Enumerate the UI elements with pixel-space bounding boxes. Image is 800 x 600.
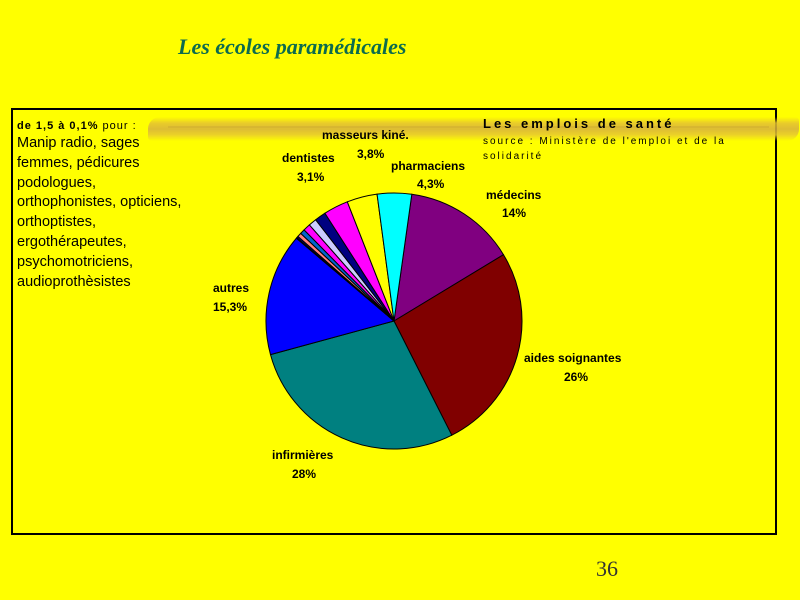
slice-label-name: pharmaciens — [391, 159, 465, 173]
range-suffix: pour : — [98, 120, 137, 132]
slice-label-name: infirmières — [272, 448, 334, 462]
slice-label-masseurs: masseurs kiné. 3,8% — [322, 128, 409, 161]
slide-title: Les écoles paramédicales — [178, 34, 407, 59]
slice-label-value: 15,3% — [213, 300, 247, 314]
slice-label-value: 28% — [292, 467, 316, 481]
chart-source-box: Les emplois de santé source : Ministère … — [483, 116, 733, 164]
pie-slice-pharmaciens — [376, 192, 413, 322]
slice-label-name: masseurs kiné. — [322, 128, 409, 142]
chart-frame — [11, 108, 777, 535]
slice-label-name: médecins — [486, 188, 542, 202]
range-label: de 1,5 à 0,1% — [17, 120, 99, 132]
slice-label-pharmaciens: pharmaciens 4,3% — [391, 159, 465, 191]
slice-label-autres: autres 15,3% — [213, 281, 249, 314]
pie-slice-autres — [265, 237, 396, 356]
chart-title: Les emplois de santé — [483, 116, 675, 131]
slice-label-infirmieres: infirmières 28% — [272, 448, 334, 481]
source-line: source : Ministère de l'emploi et de la … — [483, 136, 726, 162]
slice-label-name: aides soignantes — [524, 351, 622, 365]
slice-label-value: 14% — [502, 206, 526, 220]
professions-list: Manip radio, sages femmes, pédicures pod… — [17, 135, 182, 290]
slice-label-value: 4,3% — [417, 177, 445, 191]
slice-label-name: autres — [213, 281, 249, 295]
slice-label-value: 3,8% — [357, 147, 385, 161]
slice-label-medecins: médecins 14% — [486, 188, 542, 220]
page-number: 36 — [596, 556, 618, 581]
slice-label-dentistes: dentistes 3,1% — [282, 151, 335, 184]
pie-slices — [265, 192, 523, 450]
slice-label-value: 3,1% — [297, 170, 325, 184]
small-professions-note: de 1,5 à 0,1% pour : Manip radio, sages … — [17, 120, 197, 292]
brush-stroke-decoration — [148, 117, 799, 141]
pie-slice-médecins — [393, 193, 505, 322]
pie-slice-infirmières — [269, 320, 453, 450]
slice-label-aides-soignantes: aides soignantes 26% — [524, 351, 622, 384]
pie-slice-aides-soignantes — [393, 254, 523, 436]
range-heading: de 1,5 à 0,1% pour : — [17, 120, 197, 132]
slice-label-name: dentistes — [282, 151, 335, 165]
slice-label-value: 26% — [564, 370, 588, 384]
